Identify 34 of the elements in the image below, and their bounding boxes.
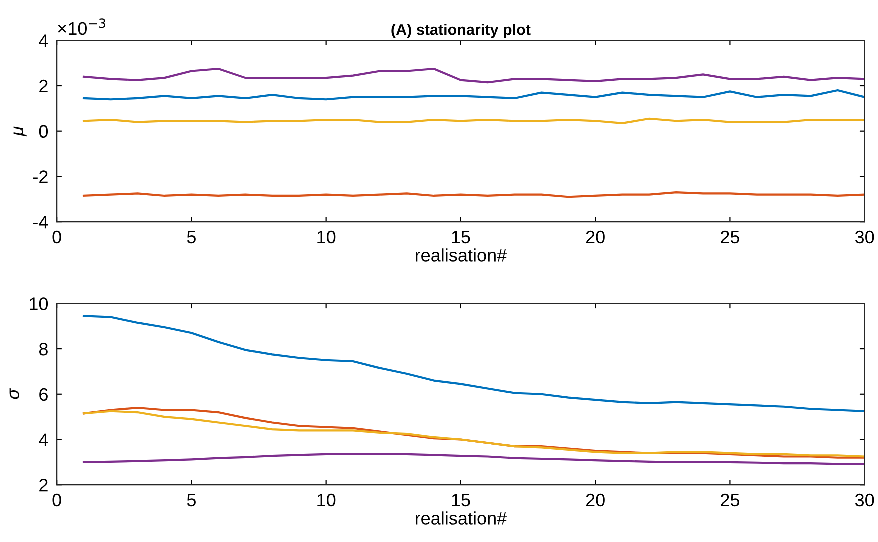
y-axis-title: μ xyxy=(14,126,27,137)
y-tick-label: 10 xyxy=(30,298,48,310)
y-tick-label: 0 xyxy=(39,125,48,138)
x-tick-label: 20 xyxy=(586,230,605,244)
y-axis-title: σ xyxy=(10,388,20,400)
x-tick-label: 20 xyxy=(586,494,605,507)
y-tick-label: 2 xyxy=(40,80,48,93)
line-series xyxy=(82,453,865,466)
x-tick-label: 25 xyxy=(721,494,740,507)
line-series xyxy=(82,315,865,412)
line-series xyxy=(82,68,865,84)
line-series xyxy=(82,89,865,101)
x-tick-label: 30 xyxy=(855,494,874,507)
x-tick-label: 15 xyxy=(452,231,470,244)
x-tick-label: 15 xyxy=(452,494,470,507)
x-tick-label: 0 xyxy=(52,494,62,507)
y-tick-label: 4 xyxy=(39,434,48,446)
x-tick-label: 0 xyxy=(52,230,62,244)
y-tick-label: 6 xyxy=(40,388,48,402)
y-tick-label: 8 xyxy=(39,342,48,356)
y-tick-label: -2 xyxy=(33,170,48,184)
x-tick-label: 5 xyxy=(187,494,196,507)
x-axis-title: realisation# xyxy=(416,512,508,525)
y-tick-label: 2 xyxy=(40,479,48,492)
x-tick-label: 10 xyxy=(318,230,336,244)
x-tick-label: 10 xyxy=(318,494,336,507)
x-tick-label: 25 xyxy=(721,230,740,244)
text: ×10$^{−3}$ xyxy=(58,18,106,36)
x-tick-label: 5 xyxy=(187,231,196,244)
chart-title: (A) stationarity plot xyxy=(392,24,531,38)
y-tick-label: -4 xyxy=(33,216,48,229)
y-tick-label: 4 xyxy=(39,34,48,48)
x-tick-label: 30 xyxy=(855,230,874,244)
x-axis-title: realisation# xyxy=(416,248,508,262)
